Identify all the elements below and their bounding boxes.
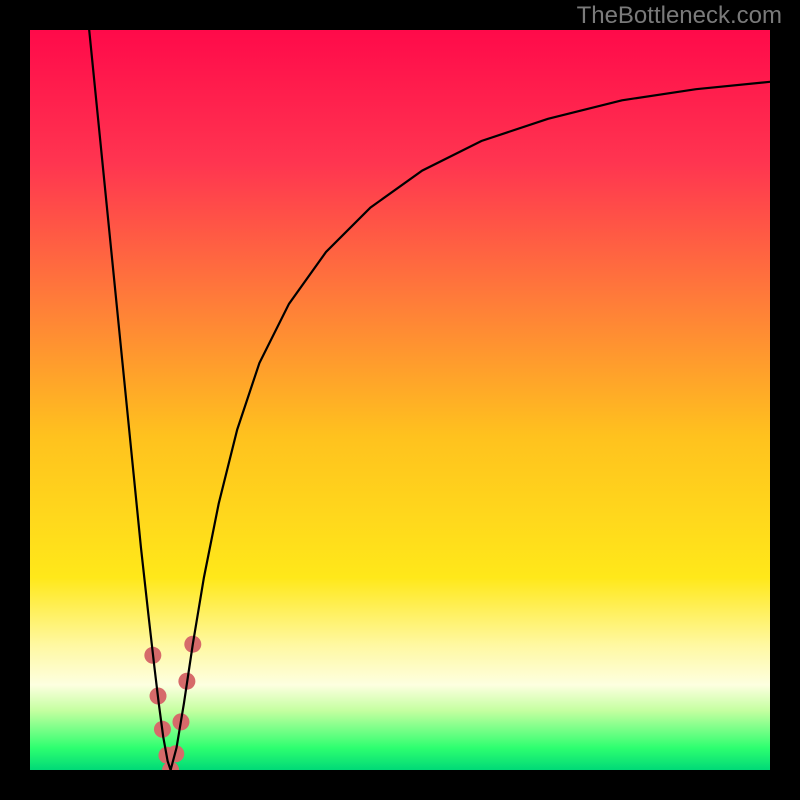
plot-area xyxy=(30,30,770,770)
watermark-text: TheBottleneck.com xyxy=(577,2,782,30)
plot-background xyxy=(30,30,770,770)
chart-frame: TheBottleneck.com xyxy=(0,0,800,800)
